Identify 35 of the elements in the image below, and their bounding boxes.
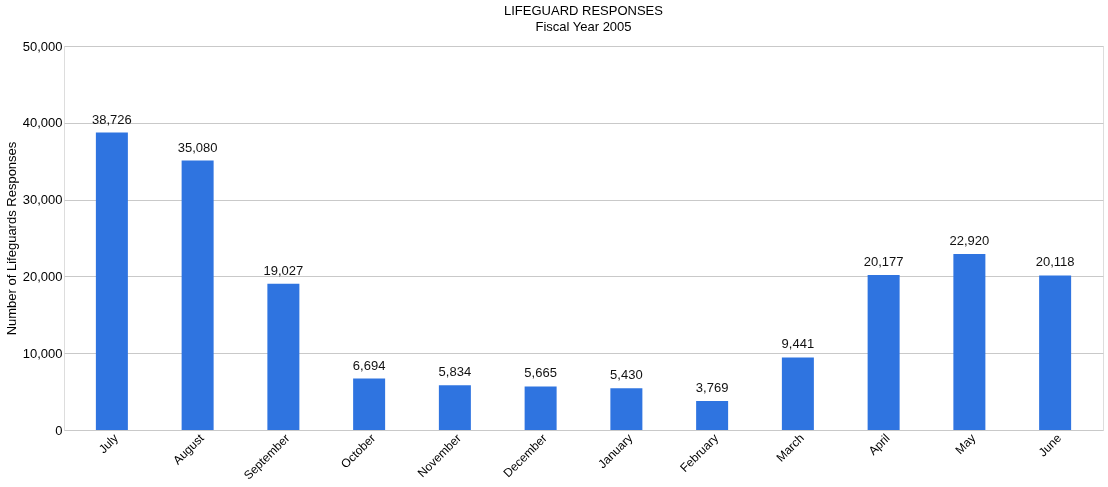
data-label: 20,177 xyxy=(863,254,904,270)
bar xyxy=(867,275,900,430)
y-axis-title: Number of Lifeguards Responses xyxy=(3,141,19,336)
x-tick-label: July xyxy=(95,431,121,457)
x-tick-label: May xyxy=(952,431,979,458)
bar xyxy=(95,132,128,430)
data-label: 22,920 xyxy=(949,232,990,248)
y-tick-label: 10,000 xyxy=(22,345,63,361)
data-label: 6,694 xyxy=(352,357,386,373)
y-tick-label: 50,000 xyxy=(22,38,63,54)
bar xyxy=(1039,275,1072,430)
chart-title: LIFEGUARD RESPONSES xyxy=(504,3,664,18)
bar xyxy=(438,385,471,430)
data-label: 5,834 xyxy=(438,364,472,380)
bar xyxy=(610,388,643,430)
y-tick-label: 30,000 xyxy=(22,192,63,208)
bar xyxy=(953,253,986,430)
data-label: 5,430 xyxy=(610,367,643,383)
data-label: 5,665 xyxy=(524,365,557,381)
data-label: 38,726 xyxy=(91,111,132,127)
bar xyxy=(267,283,300,430)
y-tick-label: 0 xyxy=(55,422,63,438)
y-tick-label: 40,000 xyxy=(22,115,63,131)
bar xyxy=(181,160,214,430)
data-label: 9,441 xyxy=(781,336,815,352)
chart-subtitle: Fiscal Year 2005 xyxy=(535,19,632,34)
data-label: 19,027 xyxy=(263,262,304,278)
bar xyxy=(781,357,814,430)
data-label: 20,118 xyxy=(1035,254,1075,270)
bar xyxy=(696,401,729,430)
data-label: 35,080 xyxy=(177,139,218,155)
bar xyxy=(353,378,386,430)
data-label: 3,769 xyxy=(695,380,729,396)
y-tick-label: 20,000 xyxy=(22,268,63,284)
bar xyxy=(524,386,557,430)
